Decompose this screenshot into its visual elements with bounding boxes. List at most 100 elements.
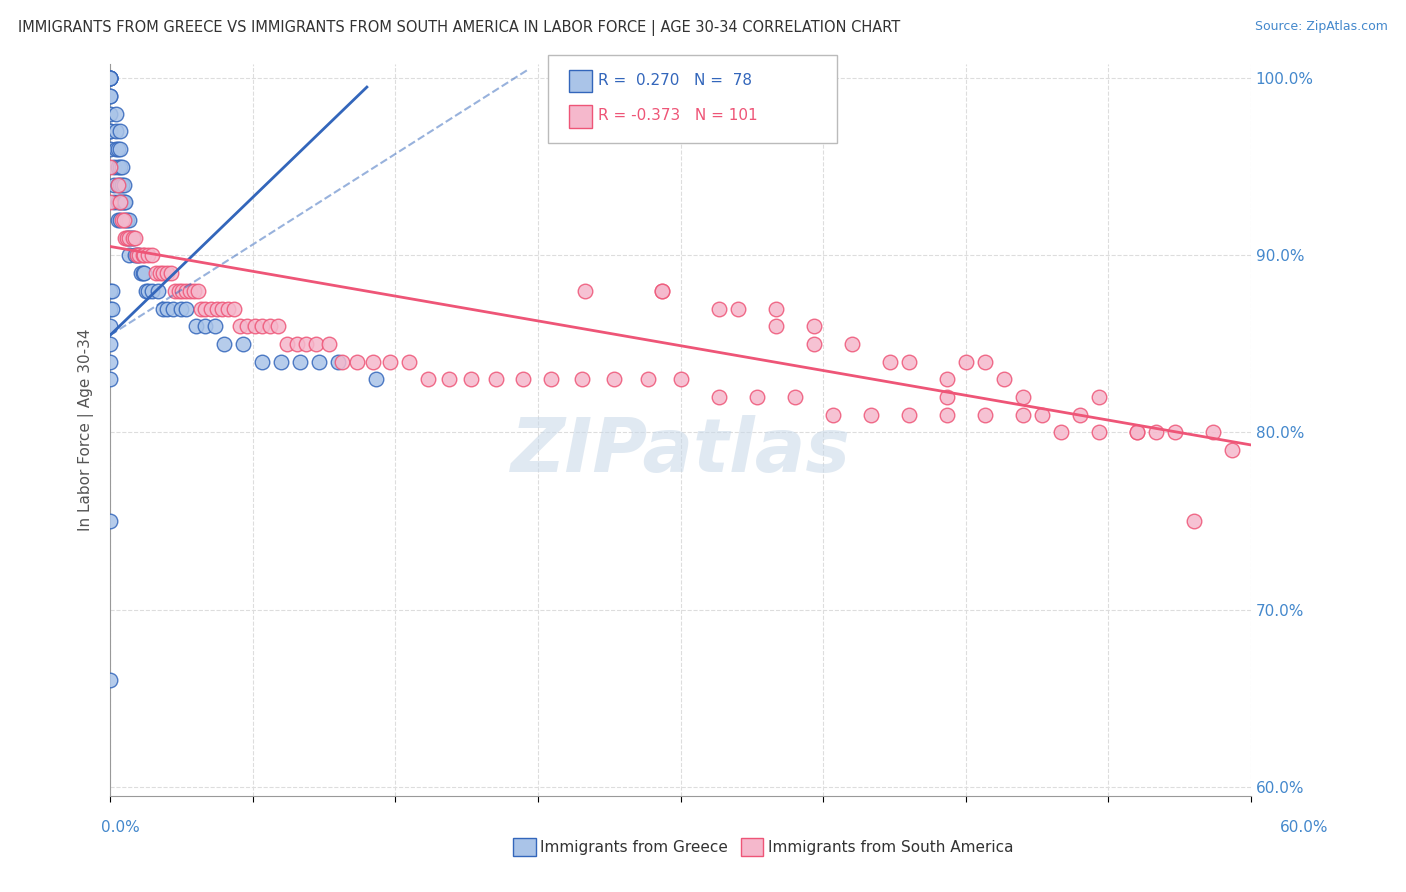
Point bbox=[98, 71, 121, 86]
Point bbox=[512, 372, 534, 386]
Point bbox=[1031, 408, 1053, 422]
Point bbox=[179, 284, 201, 298]
Point bbox=[98, 160, 121, 174]
Point bbox=[727, 301, 749, 316]
Point bbox=[1069, 408, 1091, 422]
Point bbox=[955, 354, 977, 368]
Point bbox=[194, 301, 217, 316]
Point bbox=[200, 301, 222, 316]
Point bbox=[156, 266, 179, 280]
Point bbox=[131, 248, 153, 262]
Text: 60.0%: 60.0% bbox=[1281, 821, 1329, 835]
Point bbox=[98, 106, 121, 120]
Point bbox=[328, 354, 350, 368]
Text: Source: ZipAtlas.com: Source: ZipAtlas.com bbox=[1254, 20, 1388, 33]
Point bbox=[398, 354, 420, 368]
Point bbox=[707, 390, 730, 404]
Point bbox=[243, 319, 266, 334]
Point bbox=[650, 284, 672, 298]
Point bbox=[124, 248, 146, 262]
Point bbox=[118, 230, 141, 244]
Point bbox=[104, 124, 127, 138]
Point bbox=[135, 284, 157, 298]
Point bbox=[276, 337, 298, 351]
Point bbox=[98, 284, 121, 298]
Point bbox=[228, 319, 250, 334]
Point bbox=[156, 301, 179, 316]
Point bbox=[803, 337, 825, 351]
Point bbox=[637, 372, 659, 386]
Point bbox=[112, 213, 135, 227]
Point bbox=[574, 284, 596, 298]
Point bbox=[935, 390, 957, 404]
Text: IMMIGRANTS FROM GREECE VS IMMIGRANTS FROM SOUTH AMERICA IN LABOR FORCE | AGE 30-: IMMIGRANTS FROM GREECE VS IMMIGRANTS FRO… bbox=[18, 20, 900, 36]
Point bbox=[124, 230, 146, 244]
Point bbox=[98, 89, 121, 103]
Point bbox=[103, 195, 125, 210]
Text: ZIPatlas: ZIPatlas bbox=[510, 416, 851, 488]
Point bbox=[120, 230, 142, 244]
Point bbox=[935, 372, 957, 386]
Point bbox=[650, 284, 672, 298]
Point bbox=[346, 354, 368, 368]
Point bbox=[98, 89, 121, 103]
Point bbox=[973, 408, 995, 422]
Point bbox=[111, 195, 134, 210]
Point bbox=[98, 337, 121, 351]
Y-axis label: In Labor Force | Age 30-34: In Labor Force | Age 30-34 bbox=[79, 328, 94, 531]
Point bbox=[107, 213, 129, 227]
Point bbox=[190, 301, 212, 316]
Point bbox=[108, 124, 131, 138]
Point bbox=[174, 301, 197, 316]
Point bbox=[112, 178, 135, 192]
Point bbox=[214, 337, 236, 351]
Point bbox=[211, 301, 233, 316]
Point bbox=[114, 213, 136, 227]
Point bbox=[361, 354, 384, 368]
Point bbox=[285, 337, 308, 351]
Point bbox=[1011, 390, 1033, 404]
Point bbox=[108, 160, 131, 174]
Point bbox=[897, 354, 920, 368]
Point bbox=[108, 142, 131, 156]
Point bbox=[107, 195, 129, 210]
Point bbox=[232, 337, 254, 351]
Point bbox=[162, 301, 184, 316]
Point bbox=[114, 195, 136, 210]
Point bbox=[304, 337, 326, 351]
Point bbox=[141, 284, 163, 298]
Point bbox=[416, 372, 439, 386]
Point bbox=[378, 354, 401, 368]
Point bbox=[259, 319, 281, 334]
Point bbox=[152, 301, 174, 316]
Point bbox=[141, 248, 163, 262]
Text: R = -0.373   N = 101: R = -0.373 N = 101 bbox=[598, 109, 758, 123]
Point bbox=[98, 71, 121, 86]
Point bbox=[167, 284, 190, 298]
Point bbox=[128, 248, 150, 262]
Point bbox=[1126, 425, 1149, 440]
Point bbox=[1049, 425, 1071, 440]
Point bbox=[1202, 425, 1225, 440]
Point bbox=[98, 142, 121, 156]
Point bbox=[107, 178, 129, 192]
Point bbox=[122, 230, 145, 244]
Point bbox=[152, 266, 174, 280]
Point bbox=[540, 372, 562, 386]
Point bbox=[98, 71, 121, 86]
Point bbox=[1087, 390, 1109, 404]
Point bbox=[266, 319, 288, 334]
Point bbox=[841, 337, 863, 351]
Point bbox=[145, 266, 167, 280]
Point bbox=[108, 195, 131, 210]
Point bbox=[112, 195, 135, 210]
Point bbox=[98, 673, 121, 688]
Point bbox=[973, 354, 995, 368]
Point bbox=[295, 337, 318, 351]
Point bbox=[146, 284, 169, 298]
Point bbox=[765, 319, 787, 334]
Point bbox=[160, 266, 183, 280]
Point bbox=[98, 71, 121, 86]
Point bbox=[183, 284, 205, 298]
Point bbox=[103, 160, 125, 174]
